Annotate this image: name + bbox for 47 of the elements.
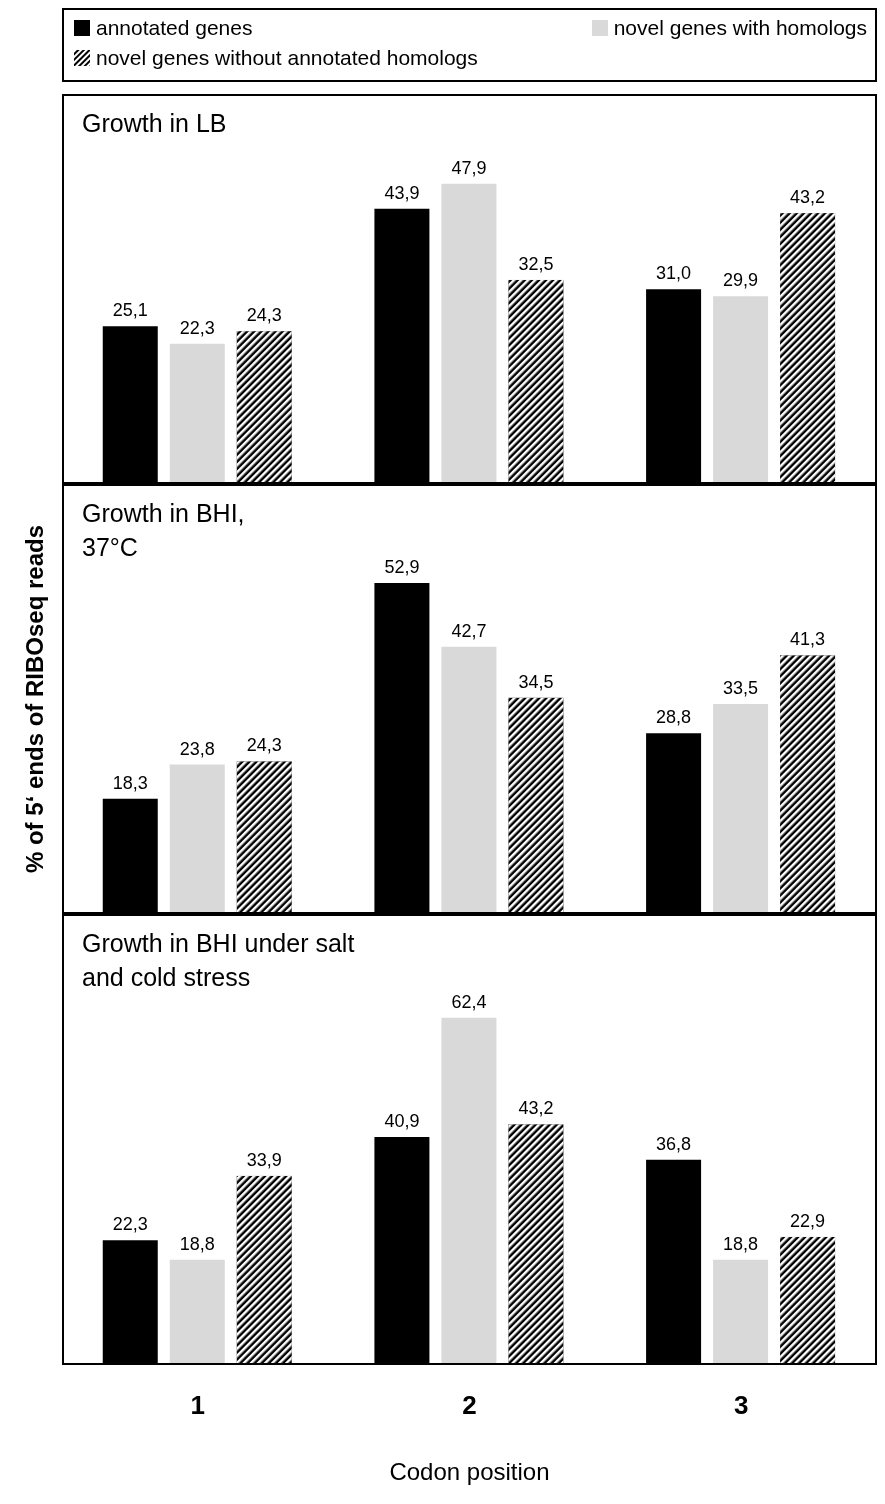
chart-title: Growth in LB	[82, 108, 227, 139]
data-label: 33,5	[723, 678, 759, 699]
data-label: 43,2	[518, 1098, 554, 1119]
data-label: 43,2	[790, 187, 826, 208]
data-label: 42,7	[451, 620, 487, 641]
data-label: 28,8	[656, 707, 692, 728]
data-label: 22,9	[790, 1210, 826, 1231]
data-label: 22,3	[112, 1214, 148, 1235]
legend-label: novel genes with homologs	[613, 16, 867, 40]
data-label: 25,1	[112, 300, 148, 321]
x-tick-label: 1	[190, 1390, 206, 1421]
bar	[713, 704, 769, 913]
x-tick-label: 2	[462, 1390, 477, 1421]
data-label: 62,4	[451, 991, 487, 1012]
bar	[169, 343, 225, 483]
data-label: 32,5	[518, 253, 554, 274]
data-label: 34,5	[518, 671, 554, 692]
data-label: 24,3	[246, 305, 282, 326]
data-label: 18,8	[179, 1233, 215, 1254]
chart-title: Growth in BHI, 37°C	[82, 498, 245, 563]
x-axis-title: Codon position	[388, 1458, 551, 1486]
bar	[169, 1259, 225, 1364]
data-label: 52,9	[384, 557, 420, 577]
data-label: 43,9	[384, 182, 420, 203]
chart-title: Growth in BHI under salt and cold stress	[82, 928, 355, 993]
bar	[713, 1259, 769, 1364]
data-label: 24,3	[246, 735, 282, 756]
data-label: 41,3	[790, 629, 826, 650]
data-label: 36,8	[656, 1133, 692, 1154]
bar	[169, 764, 225, 913]
data-label: 22,3	[179, 317, 215, 338]
data-label: 23,8	[179, 738, 215, 759]
legend-label: novel genes without annotated homologs	[96, 46, 478, 70]
legend-label: annotated genes	[96, 16, 253, 40]
bar	[713, 296, 769, 483]
data-label: 29,9	[723, 270, 759, 291]
data-label: 31,0	[656, 263, 692, 284]
data-label: 40,9	[384, 1111, 420, 1132]
data-label: 33,9	[246, 1149, 282, 1170]
data-label: 47,9	[451, 157, 487, 178]
bar	[441, 183, 497, 483]
bar	[441, 646, 497, 913]
y-axis-title: % of 5‘ ends of RIBOseq reads	[21, 524, 49, 874]
bar	[441, 1017, 497, 1364]
data-label: 18,8	[723, 1233, 759, 1254]
data-label: 18,3	[112, 772, 148, 793]
x-tick-label: 3	[733, 1390, 749, 1421]
